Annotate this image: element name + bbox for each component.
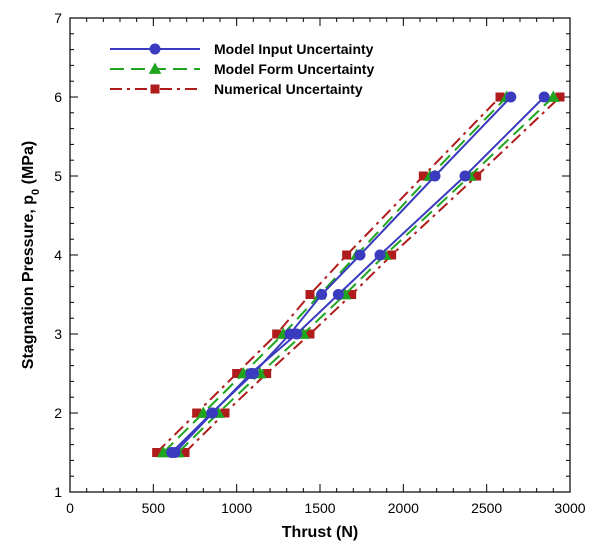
legend-entry: Model Form Uncertainty (110, 61, 374, 77)
data-point-square (418, 171, 428, 181)
data-point-square (220, 408, 230, 418)
data-point-circle (429, 170, 441, 182)
data-point-square (180, 448, 190, 457)
x-tick-label: 3000 (554, 500, 585, 516)
data-point-square (305, 329, 315, 339)
series-model-input-uncertainty (166, 91, 550, 458)
data-point-circle (207, 407, 218, 419)
data-point-square (232, 369, 242, 378)
y-axis-title-units: (MPa) (20, 141, 37, 189)
y-tick-label: 1 (54, 484, 62, 500)
x-tick-label: 0 (66, 500, 74, 516)
data-point-circle (459, 170, 471, 182)
data-point-circle (332, 289, 344, 300)
data-point-circle (374, 249, 386, 261)
data-point-triangle (156, 445, 170, 458)
y-axis-title-main: Stagnation Pressure, p (20, 195, 37, 369)
legend-marker-square (150, 84, 160, 94)
series-line (174, 96, 545, 454)
legend-entry: Numerical Uncertainty (110, 81, 363, 97)
y-tick-label: 7 (54, 10, 62, 26)
legend-marker-triangle (148, 62, 162, 74)
data-point-square (472, 171, 482, 181)
data-point-square (347, 290, 357, 299)
y-tick-label: 6 (54, 89, 62, 105)
y-tick-label: 5 (54, 168, 62, 184)
y-ticks: 1 2 3 4 5 6 7 (54, 10, 570, 500)
series-layer (152, 90, 565, 458)
legend-label: Model Input Uncertainty (214, 41, 374, 57)
data-point-square (272, 329, 282, 339)
data-point-square (262, 369, 272, 378)
data-point-square (342, 250, 352, 260)
data-point-triangle (196, 406, 210, 418)
x-tick-label: 2000 (388, 500, 419, 516)
x-ticks: 0 500 1000 1500 2000 2500 3000 (66, 18, 586, 516)
data-point-circle (245, 368, 257, 379)
series-line (162, 96, 508, 454)
legend-entry: Model Input Uncertainty (110, 41, 374, 57)
series-line (155, 96, 501, 454)
x-tick-label: 1000 (221, 500, 252, 516)
legend-label: Numerical Uncertainty (214, 81, 363, 97)
legend: Model Input Uncertainty Model Form Uncert… (110, 41, 374, 97)
y-tick-label: 2 (54, 405, 62, 421)
data-point-square (192, 408, 202, 418)
data-point-circle (538, 91, 550, 103)
data-point-square (387, 250, 397, 260)
data-point-square (305, 290, 315, 299)
y-axis-title: Stagnation Pressure, p0 (MPa) (20, 141, 42, 369)
data-point-triangle (546, 90, 560, 102)
data-point-circle (291, 328, 303, 340)
data-point-circle (505, 91, 517, 103)
data-point-circle (169, 447, 181, 458)
legend-label: Model Form Uncertainty (214, 61, 374, 77)
x-tick-label: 500 (142, 500, 166, 516)
series-line (177, 96, 554, 454)
data-point-square (495, 92, 505, 102)
series-line (184, 96, 561, 454)
y-axis-title-subscript: 0 (30, 189, 42, 195)
x-axis-title: Thrust (N) (282, 524, 358, 541)
x-tick-label: 2500 (471, 500, 502, 516)
data-point-square (152, 448, 162, 457)
legend-marker-circle (149, 43, 161, 55)
data-point-square (555, 92, 565, 102)
data-point-circle (316, 289, 328, 300)
y-tick-label: 4 (54, 247, 62, 263)
x-tick-label: 1500 (304, 500, 335, 516)
y-tick-label: 3 (54, 326, 62, 342)
series-numerical-uncertainty (152, 92, 565, 457)
series-line (170, 96, 512, 454)
data-point-circle (354, 249, 366, 261)
